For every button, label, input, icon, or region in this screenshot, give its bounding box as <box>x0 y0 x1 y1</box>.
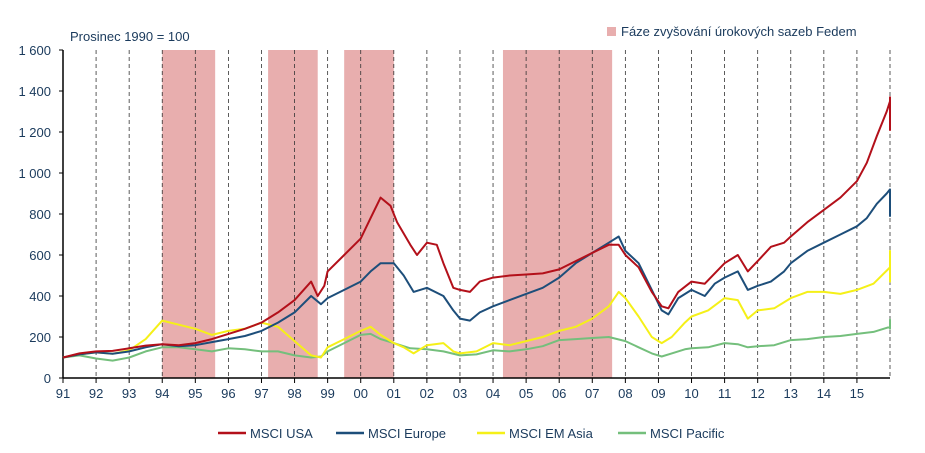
y-tick-label: 1 000 <box>18 166 51 181</box>
x-tick-label: 94 <box>155 386 169 401</box>
y-tick-label: 1 600 <box>18 43 51 58</box>
shaded-period <box>502 50 613 378</box>
x-tick-label: 95 <box>188 386 202 401</box>
x-tick-label: 01 <box>387 386 401 401</box>
x-tick-label: 06 <box>552 386 566 401</box>
x-tick-label: 91 <box>56 386 70 401</box>
x-tick-label: 98 <box>287 386 301 401</box>
y-tick-label: 1 200 <box>18 125 51 140</box>
y-tick-label: 600 <box>29 248 51 263</box>
shaded-period <box>268 50 318 378</box>
x-tick-label: 97 <box>254 386 268 401</box>
y-tick-label: 200 <box>29 330 51 345</box>
x-tick-label: 03 <box>453 386 467 401</box>
y-tick-label: 0 <box>44 371 51 386</box>
x-tick-labels: 91 92 93 94 95 96 97 98 99 00 01 02 03 04 05 06 07 08 09 10… <box>56 386 864 401</box>
y-tick-labels: 0 200 400 600 800 1 000 1 200 1 400 1 600 <box>18 43 63 386</box>
x-tick-label: 93 <box>122 386 136 401</box>
legend: MSCI USA MSCI Europe MSCI EM Asia MSCI Paci… <box>218 426 725 441</box>
series-line-msci-em-asia <box>62 249 891 359</box>
series-line-msci-europe <box>62 188 891 359</box>
y-tick-label: 1 400 <box>18 84 51 99</box>
x-tick-label: 96 <box>221 386 235 401</box>
legend-label: MSCI USA <box>250 426 313 441</box>
shaded-legend-swatch <box>607 27 616 36</box>
grid-lines <box>62 50 891 383</box>
x-tick-label: 13 <box>784 386 798 401</box>
x-tick-label: 10 <box>684 386 698 401</box>
subtitle-note: Prosinec 1990 = 100 <box>70 29 190 44</box>
x-tick-label: 99 <box>320 386 334 401</box>
x-tick-label: 09 <box>651 386 665 401</box>
x-tick-label: 07 <box>585 386 599 401</box>
x-tick-label: 02 <box>420 386 434 401</box>
shaded-period <box>344 50 394 378</box>
x-tick-label: 05 <box>519 386 533 401</box>
x-tick-label: 92 <box>89 386 103 401</box>
series-line-msci-usa <box>62 96 891 359</box>
x-tick-label: 11 <box>718 386 732 401</box>
legend-label: MSCI EM Asia <box>509 426 594 441</box>
x-tick-label: 00 <box>353 386 367 401</box>
y-tick-label: 800 <box>29 207 51 222</box>
shaded-periods <box>162 50 613 378</box>
x-tick-label: 15 <box>850 386 864 401</box>
legend-label: MSCI Europe <box>368 426 446 441</box>
legend-label: MSCI Pacific <box>650 426 725 441</box>
y-tick-label: 400 <box>29 289 51 304</box>
series-lines <box>62 96 891 362</box>
shaded-legend-label: Fáze zvyšování úrokových sazeb Fedem <box>621 24 857 39</box>
x-tick-label: 14 <box>817 386 831 401</box>
shaded-period <box>162 50 216 378</box>
x-tick-label: 04 <box>486 386 500 401</box>
series-line-msci-pacific <box>62 318 891 362</box>
x-tick-label: 08 <box>618 386 632 401</box>
x-tick-label: 12 <box>750 386 764 401</box>
